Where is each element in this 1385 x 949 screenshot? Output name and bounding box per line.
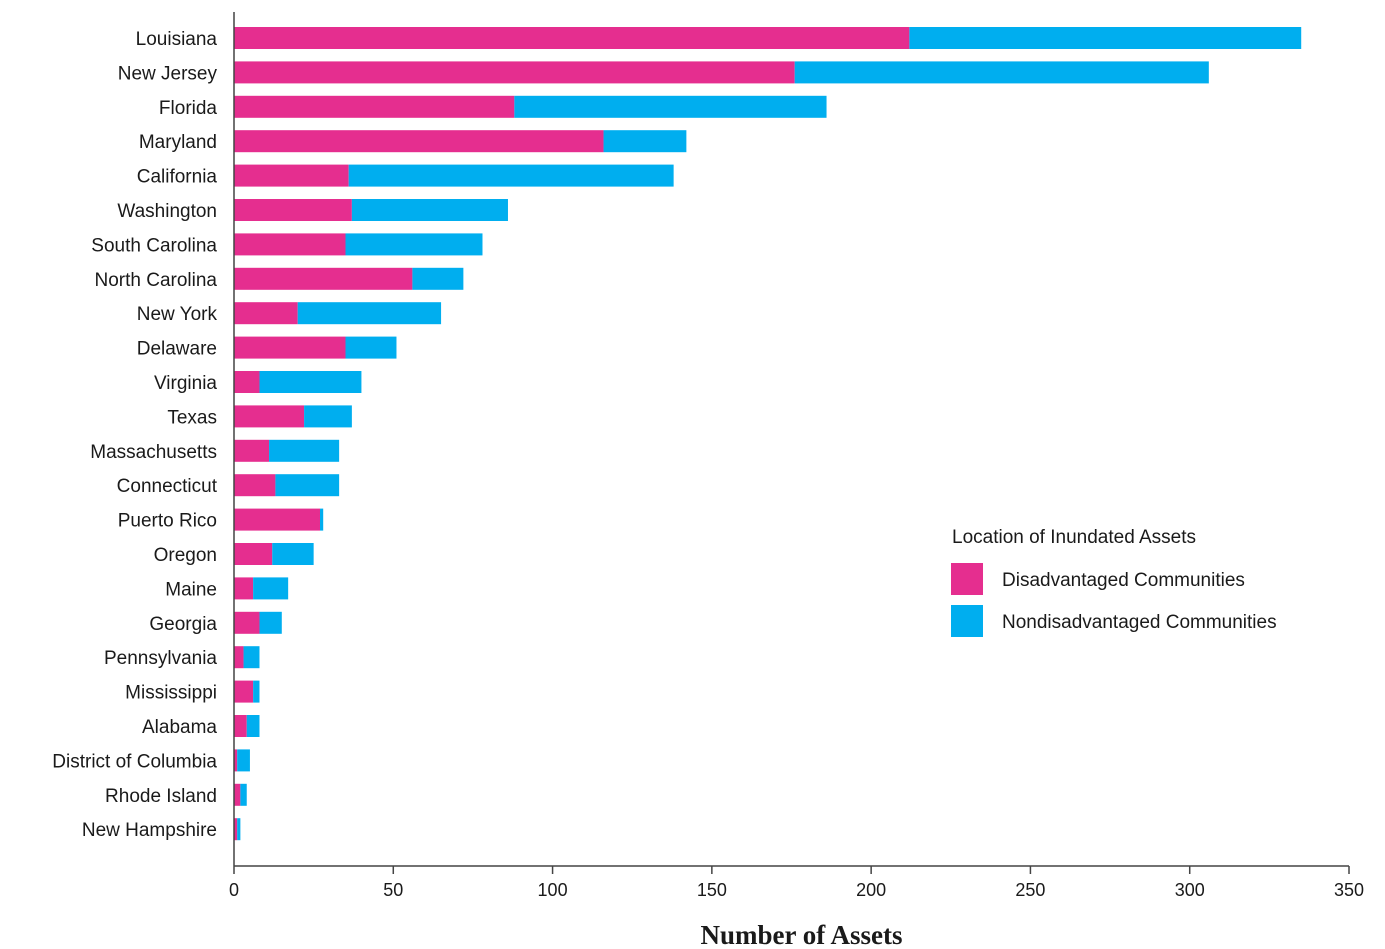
- bar-maryland-nondisadvantaged: [603, 130, 687, 153]
- bar-south-carolina-disadvantaged: [234, 233, 346, 256]
- bars-group: [234, 27, 1302, 841]
- legend-swatch-disadvantaged: [951, 563, 983, 595]
- bar-maryland-disadvantaged: [234, 130, 604, 153]
- category-labels: Louisiana New Jersey Florida Maryland Califo…: [52, 29, 217, 841]
- category-label-mississippi: Mississippi: [125, 683, 217, 704]
- category-label-louisiana: Louisiana: [136, 29, 218, 50]
- bar-california-disadvantaged: [234, 164, 349, 187]
- category-label-new-jersey: New Jersey: [118, 63, 218, 84]
- x-tick-label-300: 300: [1175, 880, 1205, 900]
- bar-washington-disadvantaged: [234, 199, 352, 221]
- x-axis-ticks: 0 50 100 150 200 250 300 350: [229, 866, 1364, 900]
- bar-virginia-nondisadvantaged: [259, 371, 362, 393]
- bar-south-carolina-nondisadvantaged: [345, 233, 483, 256]
- category-label-florida: Florida: [159, 98, 218, 119]
- category-label-oregon: Oregon: [154, 545, 217, 566]
- bar-rhode-island-nondisadvantaged: [240, 783, 247, 806]
- bar-alabama-disadvantaged: [234, 715, 247, 737]
- bar-new-jersey-disadvantaged: [234, 61, 795, 84]
- bar-district-of-columbia-disadvantaged: [234, 749, 238, 772]
- bar-massachusetts-disadvantaged: [234, 439, 270, 462]
- category-label-washington: Washington: [117, 201, 217, 222]
- bar-new-hampshire-disadvantaged: [234, 818, 238, 841]
- bar-connecticut-disadvantaged: [234, 474, 276, 497]
- x-tick-label-200: 200: [856, 880, 886, 900]
- bar-mississippi-nondisadvantaged: [253, 680, 260, 703]
- category-label-rhode-island: Rhode Island: [105, 786, 217, 807]
- category-label-texas: Texas: [167, 407, 217, 428]
- category-label-georgia: Georgia: [149, 614, 217, 635]
- category-label-new-hampshire: New Hampshire: [82, 820, 217, 841]
- x-tick-label-150: 150: [697, 880, 727, 900]
- bar-new-york-disadvantaged: [234, 302, 298, 325]
- bar-connecticut-nondisadvantaged: [275, 474, 340, 497]
- bar-district-of-columbia-nondisadvantaged: [237, 749, 250, 772]
- bar-mississippi-disadvantaged: [234, 680, 254, 703]
- category-label-puerto-rico: Puerto Rico: [118, 511, 217, 532]
- category-label-maine: Maine: [165, 579, 217, 600]
- category-label-virginia: Virginia: [154, 373, 217, 394]
- legend-title: Location of Inundated Assets: [952, 527, 1196, 548]
- bar-oregon-disadvantaged: [234, 543, 273, 565]
- category-label-new-york: New York: [137, 304, 218, 325]
- bar-north-carolina-nondisadvantaged: [412, 267, 464, 290]
- legend-swatch-nondisadvantaged: [951, 605, 983, 637]
- bar-texas-nondisadvantaged: [304, 405, 352, 428]
- bar-florida-disadvantaged: [234, 95, 515, 118]
- bar-delaware-nondisadvantaged: [345, 336, 397, 359]
- x-tick-label-100: 100: [538, 880, 568, 900]
- bar-maine-nondisadvantaged: [253, 577, 289, 600]
- category-label-massachusetts: Massachusetts: [90, 442, 217, 463]
- bar-georgia-nondisadvantaged: [259, 611, 282, 634]
- category-label-district-of-columbia: District of Columbia: [52, 751, 217, 772]
- legend-label-disadvantaged: Disadvantaged Communities: [1002, 570, 1245, 591]
- legend-label-nondisadvantaged: Nondisadvantaged Communities: [1002, 612, 1277, 633]
- bar-north-carolina-disadvantaged: [234, 267, 413, 290]
- bar-pennsylvania-nondisadvantaged: [243, 646, 260, 669]
- bar-florida-nondisadvantaged: [514, 95, 827, 118]
- category-label-alabama: Alabama: [142, 717, 217, 738]
- bar-louisiana-disadvantaged: [234, 27, 910, 49]
- bar-maine-disadvantaged: [234, 577, 254, 600]
- x-tick-label-0: 0: [229, 880, 239, 900]
- bar-rhode-island-disadvantaged: [234, 783, 241, 806]
- bar-virginia-disadvantaged: [234, 371, 260, 393]
- category-label-delaware: Delaware: [137, 339, 217, 360]
- x-tick-label-250: 250: [1015, 880, 1045, 900]
- bar-oregon-nondisadvantaged: [272, 543, 314, 565]
- bar-alabama-nondisadvantaged: [246, 715, 260, 737]
- category-label-maryland: Maryland: [139, 132, 217, 153]
- bar-new-hampshire-nondisadvantaged: [237, 818, 241, 841]
- bar-pennsylvania-disadvantaged: [234, 646, 244, 669]
- bar-california-nondisadvantaged: [348, 164, 674, 187]
- legend: Location of Inundated Assets Disadvantag…: [951, 527, 1277, 637]
- bar-louisiana-nondisadvantaged: [909, 27, 1302, 49]
- bar-new-jersey-nondisadvantaged: [794, 61, 1209, 84]
- bar-new-york-nondisadvantaged: [297, 302, 442, 325]
- category-label-connecticut: Connecticut: [117, 476, 218, 497]
- category-label-south-carolina: South Carolina: [91, 235, 217, 256]
- bar-puerto-rico-disadvantaged: [234, 508, 321, 531]
- category-label-california: California: [137, 167, 218, 188]
- x-axis-label: Number of Assets: [701, 920, 903, 949]
- bar-puerto-rico-nondisadvantaged: [320, 508, 324, 531]
- x-tick-label-350: 350: [1334, 880, 1364, 900]
- category-label-pennsylvania: Pennsylvania: [104, 648, 217, 669]
- category-label-north-carolina: North Carolina: [95, 270, 218, 291]
- bar-georgia-disadvantaged: [234, 611, 260, 634]
- legend-items: Disadvantaged Communities Nondisadvantage…: [951, 563, 1277, 637]
- bar-washington-nondisadvantaged: [351, 199, 508, 221]
- bar-massachusetts-nondisadvantaged: [269, 439, 340, 462]
- bar-delaware-disadvantaged: [234, 336, 346, 359]
- x-tick-label-50: 50: [383, 880, 403, 900]
- bar-texas-disadvantaged: [234, 405, 305, 428]
